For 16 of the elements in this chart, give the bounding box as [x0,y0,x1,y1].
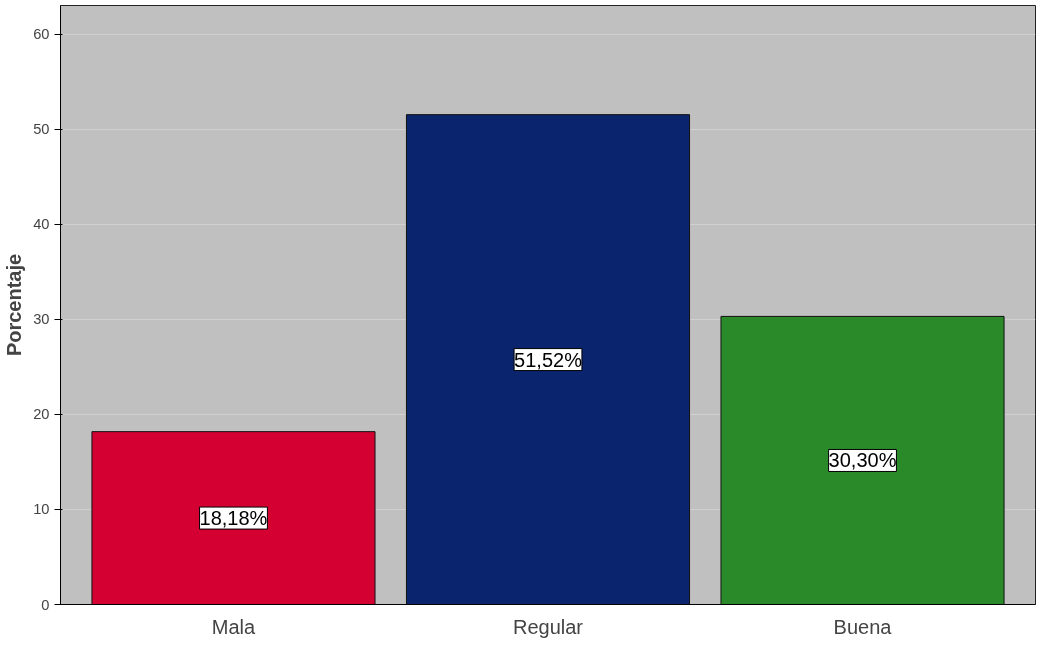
y-tick-label: 10 [33,501,50,518]
y-tick-label: 60 [33,26,50,43]
x-tick-label: Mala [211,615,257,638]
bar [720,315,1005,605]
data-label: 18,18% [199,507,268,530]
y-tick-label: 30 [33,311,50,328]
y-tick-label: 50 [33,121,50,138]
data-label: 30,30% [828,449,897,472]
y-tick-label: 40 [33,216,50,233]
x-tick-label: Regular [512,615,584,638]
bar [91,431,376,605]
y-tick-label: 20 [33,406,50,423]
x-tick-label: Buena [833,615,893,638]
y-axis-title: Porcentaje [3,253,26,357]
bar [405,114,691,605]
y-tick-label: 0 [41,596,50,613]
